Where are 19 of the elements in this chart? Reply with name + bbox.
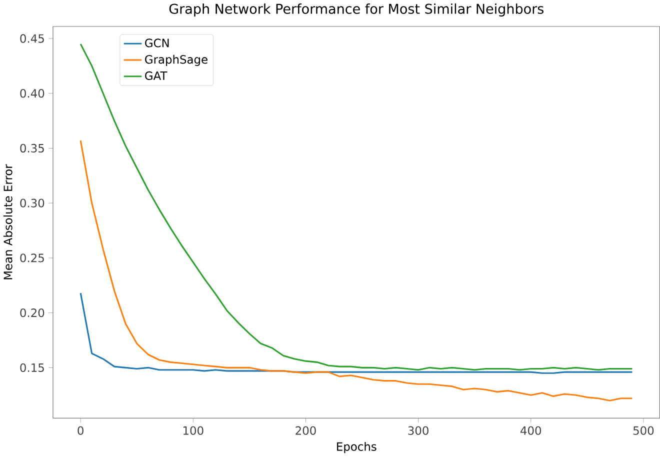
y-tick-label: 0.20 — [20, 308, 44, 318]
x-axis-title: Epochs — [337, 442, 376, 454]
y-tick-label: 0.35 — [20, 144, 44, 153]
x-tick-label: 0 — [78, 426, 84, 436]
y-tick-label: 0.40 — [20, 89, 44, 98]
legend-label: GCN — [145, 38, 169, 48]
legend-label: GraphSage — [145, 55, 208, 66]
x-tick-label: 100 — [184, 426, 204, 436]
x-tick-label: 300 — [408, 426, 428, 436]
x-tick-label: 200 — [296, 426, 316, 436]
y-tick-label: 0.30 — [20, 198, 44, 208]
legend-label: GAT — [145, 72, 168, 80]
y-tick-label: 0.25 — [20, 254, 44, 262]
x-tick-label: 400 — [520, 426, 542, 436]
y-tick-label: 0.45 — [20, 34, 44, 44]
x-tick-label: 500 — [633, 426, 654, 436]
y-tick-label: 0.15 — [20, 364, 44, 372]
y-axis-title: Mean Absolute Error — [3, 164, 12, 280]
chart-title: Graph Network Performance for Most Similar Neighbors — [169, 4, 544, 17]
